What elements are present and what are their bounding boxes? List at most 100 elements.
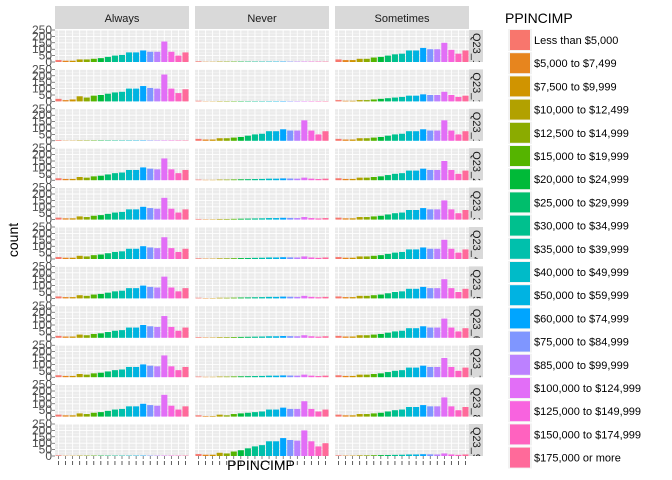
bar (230, 376, 237, 378)
bar (273, 218, 280, 220)
bar (55, 60, 62, 62)
bar (154, 326, 161, 338)
bar (294, 257, 301, 259)
bar (441, 161, 448, 181)
facet-panel (335, 29, 469, 63)
bar (230, 451, 237, 456)
bar (133, 88, 140, 102)
bar (455, 53, 462, 62)
bar (182, 288, 189, 299)
bar (370, 57, 377, 62)
bar (287, 375, 294, 378)
bar (258, 297, 266, 299)
bar (168, 366, 175, 378)
bar (168, 326, 175, 338)
bar (315, 446, 322, 456)
bar (427, 406, 434, 417)
bar (391, 370, 398, 378)
bar (342, 60, 349, 62)
facet-panel (335, 265, 469, 299)
bar (126, 209, 133, 220)
bar (462, 50, 469, 62)
legend-title: PPINCIMP (505, 10, 573, 26)
bar (147, 87, 154, 102)
bar (182, 248, 189, 259)
row-strip-label: Q23_4 (470, 230, 482, 263)
bar (104, 56, 111, 62)
legend-label: $25,000 to $29,999 (534, 197, 629, 209)
bar (147, 208, 154, 220)
bar (266, 336, 273, 338)
bar (140, 403, 147, 417)
bar (398, 454, 406, 456)
bar (111, 409, 118, 417)
facet-panel (195, 384, 329, 418)
bar (126, 248, 133, 259)
facet-panel (195, 265, 329, 299)
bar (280, 296, 287, 299)
bar (133, 248, 140, 259)
bar (413, 328, 420, 338)
legend-label: $85,000 to $99,999 (534, 360, 629, 372)
bar (335, 100, 342, 102)
facet-panel (55, 423, 189, 457)
bar (308, 178, 315, 181)
x-axis-title: PPINCIMP (227, 457, 295, 473)
bar (455, 370, 462, 378)
bar (97, 58, 104, 62)
bar (266, 218, 273, 220)
bar (97, 372, 104, 378)
bar (258, 445, 266, 456)
bar (301, 335, 308, 338)
bar (287, 440, 294, 456)
bar (398, 251, 406, 259)
bar (384, 135, 391, 141)
bar (55, 257, 62, 259)
bar (126, 169, 133, 181)
legend-label: Less than $5,000 (534, 35, 618, 47)
bar (342, 415, 349, 417)
bar (363, 335, 370, 338)
bar (455, 96, 462, 102)
bar (363, 455, 370, 456)
bar (342, 375, 349, 378)
bar (287, 257, 294, 259)
bar (244, 135, 251, 141)
facet-panel (55, 68, 189, 102)
facet-panel (335, 344, 469, 378)
bar (377, 412, 384, 417)
bar (244, 218, 251, 220)
bar (398, 96, 406, 102)
y-tick-label: 200 (32, 226, 52, 240)
bar (62, 178, 69, 181)
y-tick-label: 200 (32, 305, 52, 319)
column-strip (335, 6, 469, 29)
y-tick-label: 50 (39, 246, 53, 260)
bar (448, 366, 455, 378)
y-tick-label: 250 (32, 259, 52, 273)
bar (182, 366, 189, 378)
bar (251, 257, 258, 259)
bar (420, 326, 427, 338)
bar (83, 97, 90, 102)
legend-label: $15,000 to $19,999 (534, 151, 629, 163)
bar (441, 397, 448, 417)
row-strip-text-group: Q23_1 (470, 112, 482, 141)
bar (441, 279, 448, 299)
bar (434, 95, 441, 102)
bar (420, 129, 427, 141)
bar (76, 96, 83, 102)
bar (335, 414, 342, 417)
bar (434, 454, 441, 456)
bar (97, 293, 104, 299)
bar (356, 295, 363, 299)
bar (76, 413, 83, 417)
row-strip-text-group: Q23_1 (470, 33, 482, 62)
bar (140, 246, 147, 259)
legend-swatch (510, 308, 530, 329)
facet-panel (335, 305, 469, 339)
bar (315, 336, 322, 338)
y-tick-label: 100 (32, 121, 52, 135)
bar (97, 412, 104, 417)
bar (441, 91, 448, 102)
